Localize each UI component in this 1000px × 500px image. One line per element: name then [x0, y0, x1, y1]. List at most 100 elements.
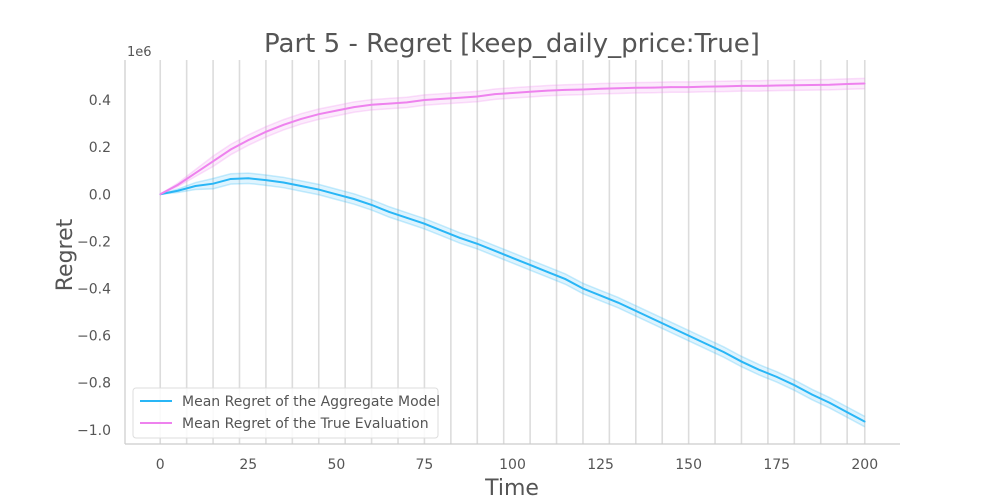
- y-axis-label: Regret: [53, 218, 78, 291]
- data-point-1-33: [740, 85, 743, 87]
- data-point-0-6: [265, 179, 267, 181]
- axes: [124, 60, 900, 445]
- data-point-1-26: [617, 87, 619, 90]
- data-point-0-25: [599, 294, 602, 297]
- data-point-1-22: [546, 89, 549, 92]
- data-point-1-32: [723, 85, 725, 88]
- data-point-0-22: [546, 271, 549, 273]
- data-point-1-16: [441, 98, 443, 100]
- data-point-0-33: [740, 360, 743, 363]
- legend-label-aggregate: Mean Regret of the Aggregate Model: [182, 394, 440, 410]
- data-point-0-37: [811, 393, 813, 396]
- x-tick-label: 125: [587, 457, 614, 473]
- data-point-0-30: [687, 334, 690, 337]
- band-upper-edge-1: [159, 77, 865, 195]
- data-point-0-21: [529, 264, 531, 266]
- y-tick-label: 0.4: [89, 93, 111, 109]
- data-point-1-6: [265, 131, 267, 133]
- data-point-0-31: [705, 343, 708, 345]
- x-tick-label: 50: [327, 457, 345, 473]
- data-point-1-15: [423, 99, 426, 101]
- data-point-0-18: [476, 242, 479, 245]
- x-tick-label: 25: [239, 457, 257, 473]
- band-upper-edge-0: [160, 172, 866, 418]
- legend-label-true-evaluation: Mean Regret of the True Evaluation: [182, 416, 429, 432]
- data-point-0-2: [194, 185, 197, 187]
- data-point-0-14: [406, 217, 408, 219]
- band-lower-edge-1: [159, 87, 865, 195]
- y-tick-label: −0.4: [77, 282, 111, 298]
- data-point-1-35: [775, 84, 778, 87]
- data-point-0-39: [846, 411, 848, 413]
- data-point-1-34: [758, 85, 760, 87]
- data-point-1-3: [212, 160, 214, 163]
- x-axis-label: Time: [484, 476, 539, 500]
- data-point-0-34: [758, 368, 760, 371]
- y-tick-label: 0.0: [89, 187, 111, 203]
- data-point-0-7: [282, 181, 285, 184]
- data-point-1-9: [317, 113, 320, 115]
- data-point-0-12: [370, 204, 373, 206]
- data-point-0-3: [212, 182, 214, 185]
- y-offset-label: 1e6: [127, 45, 152, 60]
- x-tick-label: 100: [499, 457, 526, 473]
- x-tick-label: 0: [156, 457, 165, 473]
- data-point-0-38: [828, 401, 831, 404]
- data-point-1-5: [247, 139, 250, 141]
- data-point-0-24: [582, 287, 584, 290]
- data-point-0-40: [863, 420, 866, 423]
- data-point-0-35: [775, 376, 778, 378]
- data-point-1-2: [194, 172, 197, 174]
- data-point-1-27: [634, 86, 637, 89]
- data-point-1-14: [406, 101, 408, 104]
- data-point-1-10: [335, 109, 338, 112]
- data-point-1-31: [705, 85, 708, 88]
- vertical-gridlines: [159, 60, 866, 444]
- x-tick-label: 175: [763, 457, 790, 473]
- x-tick-label: 200: [851, 457, 878, 473]
- data-point-0-27: [634, 310, 637, 312]
- data-point-1-8: [300, 118, 302, 120]
- data-point-0-20: [511, 257, 514, 259]
- x-tick-labels: 0 25 50 75 100 125 150 175 200: [156, 457, 878, 473]
- data-point-1-0: [159, 193, 162, 196]
- data-point-1-20: [511, 92, 514, 94]
- data-point-0-32: [723, 351, 725, 353]
- data-point-0-19: [494, 250, 496, 252]
- data-point-0-23: [564, 278, 567, 280]
- data-point-1-36: [793, 84, 796, 87]
- data-point-1-30: [687, 86, 690, 88]
- data-point-0-1: [177, 189, 179, 192]
- data-point-0-4: [229, 178, 232, 180]
- data-point-0-5: [247, 177, 250, 180]
- data-point-0-36: [793, 384, 796, 386]
- data-point-1-17: [458, 96, 461, 99]
- data-point-0-17: [458, 237, 461, 239]
- x-tick-label: 150: [675, 457, 702, 473]
- confidence-band-1: [160, 78, 865, 195]
- data-point-1-4: [229, 148, 232, 151]
- data-point-0-15: [423, 222, 426, 225]
- data-point-0-26: [617, 301, 619, 304]
- data-point-1-19: [494, 93, 496, 95]
- data-point-1-23: [564, 89, 567, 91]
- data-point-1-38: [828, 83, 831, 86]
- data-point-1-18: [476, 95, 479, 98]
- series-lines: [159, 82, 866, 423]
- data-point-0-10: [335, 193, 338, 196]
- data-point-0-9: [317, 188, 320, 191]
- chart-title: Part 5 - Regret [keep_daily_price:True]: [264, 29, 760, 59]
- confidence-bands: [159, 77, 866, 428]
- band-lower-edge-0: [160, 182, 866, 428]
- data-point-1-11: [353, 106, 355, 108]
- y-tick-label: 0.2: [89, 140, 111, 156]
- data-point-1-13: [388, 102, 391, 105]
- y-tick-label: −1.0: [77, 423, 111, 439]
- data-point-1-29: [670, 86, 672, 88]
- y-tick-label: −0.6: [77, 329, 111, 345]
- data-point-1-21: [529, 91, 531, 93]
- data-point-0-29: [670, 326, 672, 329]
- data-point-0-8: [300, 185, 302, 187]
- data-point-0-28: [652, 318, 655, 320]
